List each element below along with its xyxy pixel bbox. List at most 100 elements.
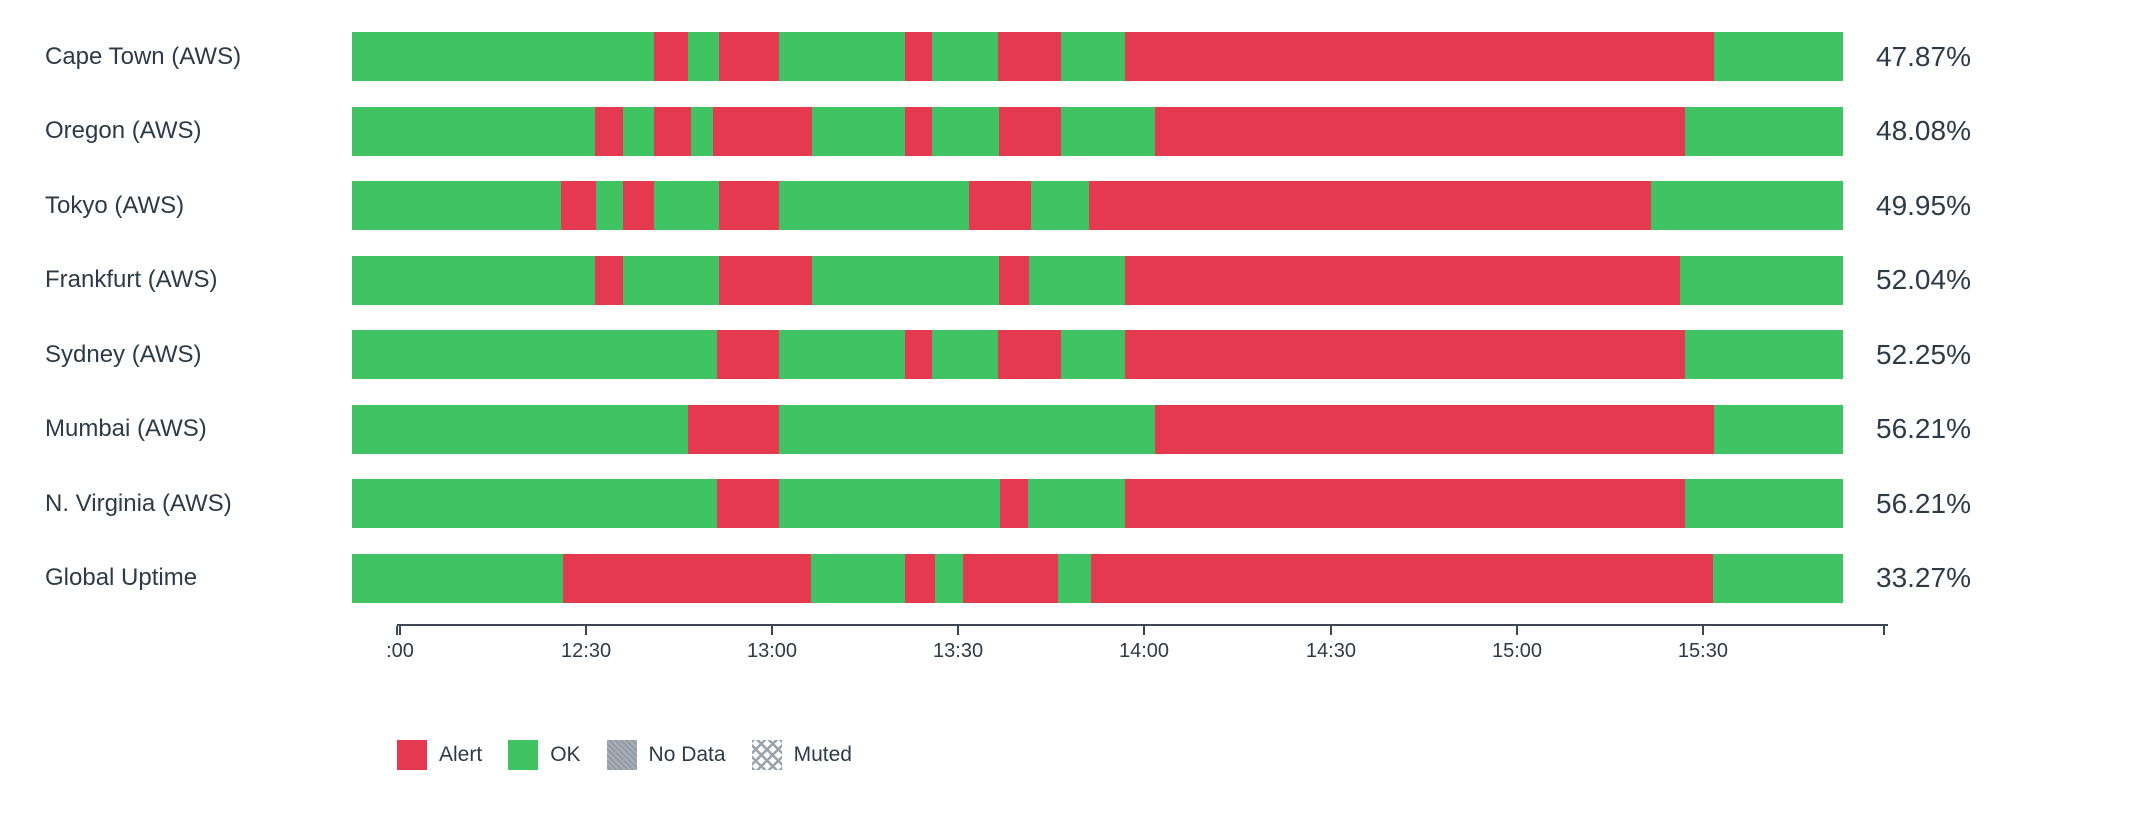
status-segment-alert[interactable] (969, 181, 1032, 230)
status-segment-ok[interactable] (352, 32, 655, 81)
status-segment-alert[interactable] (654, 32, 689, 81)
status-segment-ok[interactable] (352, 479, 718, 528)
status-segment-ok[interactable] (1028, 255, 1125, 305)
axis-tick (1142, 625, 1145, 635)
uptime-bar[interactable] (352, 181, 1843, 230)
status-segment-ok[interactable] (1028, 479, 1125, 528)
status-segment-ok[interactable] (352, 553, 563, 603)
status-segment-alert[interactable] (717, 330, 780, 379)
legend-label: Alert (439, 742, 483, 766)
status-segment-ok[interactable] (812, 255, 999, 305)
status-segment-ok[interactable] (1679, 255, 1843, 305)
status-segment-ok[interactable] (1060, 330, 1125, 379)
status-segment-alert[interactable] (1154, 404, 1714, 454)
status-segment-ok[interactable] (779, 32, 906, 81)
legend-item[interactable]: OK (508, 739, 581, 770)
status-segment-alert[interactable] (1089, 181, 1651, 230)
status-segment-ok[interactable] (1650, 181, 1843, 230)
uptime-bar[interactable] (352, 404, 1843, 454)
status-segment-alert[interactable] (1124, 479, 1685, 528)
status-segment-alert[interactable] (688, 404, 780, 454)
status-segment-alert[interactable] (623, 181, 655, 230)
status-segment-ok[interactable] (1713, 404, 1843, 454)
axis-tick (396, 625, 398, 635)
status-segment-ok[interactable] (352, 330, 718, 379)
status-segment-alert[interactable] (1154, 106, 1685, 156)
legend-item[interactable]: Muted (751, 739, 852, 770)
status-segment-ok[interactable] (1057, 553, 1091, 603)
status-segment-alert[interactable] (998, 330, 1061, 379)
status-segment-ok[interactable] (623, 106, 655, 156)
status-segment-alert[interactable] (905, 330, 933, 379)
axis-tick (1701, 625, 1704, 635)
status-segment-ok[interactable] (352, 404, 689, 454)
status-segment-ok[interactable] (596, 181, 624, 230)
status-segment-alert[interactable] (962, 553, 1058, 603)
status-segment-alert[interactable] (998, 255, 1029, 305)
status-segment-alert[interactable] (719, 181, 780, 230)
status-segment-alert[interactable] (904, 553, 935, 603)
row-label: Oregon (AWS) (45, 117, 202, 144)
status-segment-ok[interactable] (352, 181, 562, 230)
status-segment-alert[interactable] (998, 32, 1061, 81)
uptime-bar[interactable] (352, 255, 1843, 305)
row-percentage: 56.21% (1876, 487, 1971, 519)
status-segment-alert[interactable] (1124, 32, 1714, 81)
status-segment-ok[interactable] (779, 404, 1155, 454)
uptime-bar[interactable] (352, 330, 1843, 379)
status-segment-ok[interactable] (654, 181, 720, 230)
status-segment-alert[interactable] (905, 32, 933, 81)
status-segment-ok[interactable] (623, 255, 720, 305)
uptime-bar[interactable] (352, 106, 1843, 156)
status-segment-alert[interactable] (905, 106, 933, 156)
legend-item[interactable]: No Data (606, 739, 726, 770)
status-segment-ok[interactable] (1060, 106, 1155, 156)
legend-item[interactable]: Alert (397, 739, 483, 770)
status-segment-ok[interactable] (779, 330, 906, 379)
row-label: Global Uptime (45, 564, 198, 591)
status-segment-ok[interactable] (932, 330, 999, 379)
status-segment-alert[interactable] (595, 106, 624, 156)
status-segment-alert[interactable] (595, 255, 624, 305)
uptime-bar[interactable] (352, 32, 1843, 81)
status-segment-ok[interactable] (779, 479, 1001, 528)
status-segment-ok[interactable] (932, 32, 999, 81)
status-segment-alert[interactable] (719, 32, 780, 81)
status-segment-alert[interactable] (563, 553, 811, 603)
status-segment-ok[interactable] (810, 553, 905, 603)
status-segment-alert[interactable] (1124, 255, 1680, 305)
status-segment-ok[interactable] (934, 553, 963, 603)
status-segment-ok[interactable] (1684, 479, 1843, 528)
status-segment-alert[interactable] (1124, 330, 1685, 379)
uptime-row: Frankfurt (AWS) 52.04% (0, 255, 2134, 305)
status-segment-alert[interactable] (1090, 553, 1713, 603)
status-segment-alert[interactable] (719, 255, 813, 305)
status-segment-ok[interactable] (1060, 32, 1125, 81)
status-segment-alert[interactable] (1000, 479, 1029, 528)
axis-tick-label: 15:00 (1492, 639, 1543, 662)
row-label: Frankfurt (AWS) (45, 266, 218, 293)
status-segment-ok[interactable] (688, 32, 720, 81)
status-segment-ok[interactable] (932, 106, 999, 156)
status-segment-ok[interactable] (352, 255, 596, 305)
status-segment-ok[interactable] (1712, 553, 1843, 603)
row-label: Tokyo (AWS) (45, 191, 185, 219)
row-label: N. Virginia (AWS) (45, 489, 232, 517)
status-segment-alert[interactable] (998, 106, 1061, 156)
uptime-bar[interactable] (352, 479, 1843, 528)
status-segment-ok[interactable] (691, 106, 714, 156)
status-segment-ok[interactable] (352, 106, 596, 156)
status-segment-alert[interactable] (654, 106, 692, 156)
status-segment-ok[interactable] (1684, 330, 1843, 379)
status-segment-alert[interactable] (717, 479, 780, 528)
status-segment-ok[interactable] (812, 106, 906, 156)
status-segment-ok[interactable] (1031, 181, 1090, 230)
status-segment-alert[interactable] (561, 181, 597, 230)
axis-tick (1882, 625, 1885, 635)
uptime-row: Oregon (AWS) 48.08% (0, 106, 2134, 156)
status-segment-ok[interactable] (1684, 106, 1843, 156)
status-segment-ok[interactable] (779, 181, 970, 230)
status-segment-ok[interactable] (1713, 32, 1843, 81)
uptime-bar[interactable] (352, 553, 1843, 603)
status-segment-alert[interactable] (713, 106, 813, 156)
